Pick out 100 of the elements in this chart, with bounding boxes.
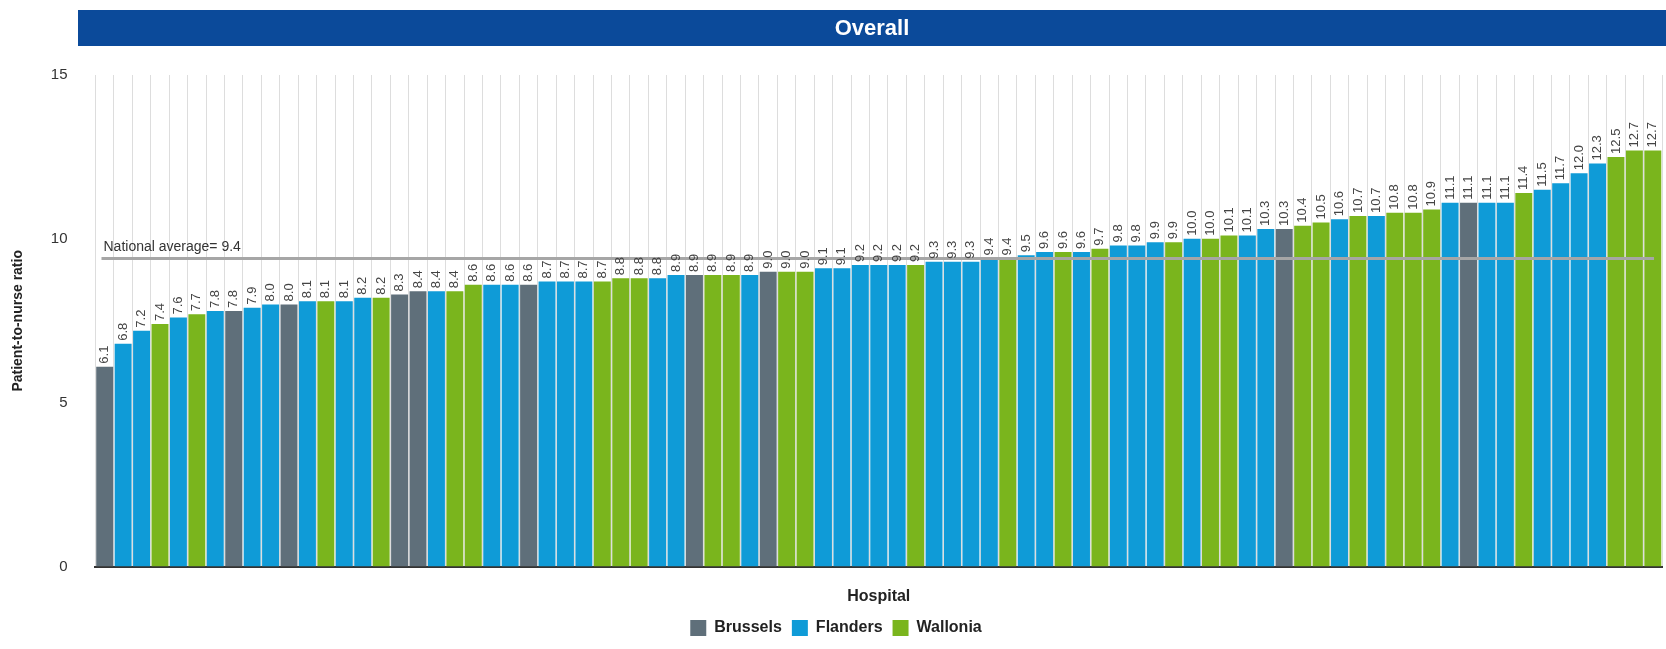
data-label: 8.6: [464, 263, 480, 282]
data-label: 10.8: [1386, 184, 1402, 210]
data-label: 6.1: [96, 345, 112, 364]
bar: [1183, 238, 1201, 567]
bar: [1460, 202, 1477, 567]
data-label: 8.6: [520, 263, 536, 282]
bar: [372, 297, 390, 567]
data-label: 7.8: [206, 289, 222, 308]
bar: [206, 310, 224, 567]
data-label: 8.9: [667, 253, 683, 272]
bar: [1515, 192, 1533, 567]
bar: [907, 265, 925, 567]
bar: [1349, 215, 1367, 567]
data-label: 8.7: [593, 260, 609, 279]
data-label: 9.5: [1017, 234, 1033, 253]
data-label: 8.9: [741, 253, 757, 272]
data-label: 9.1: [815, 247, 831, 266]
bar: [151, 324, 169, 567]
data-label: 8.8: [649, 257, 665, 276]
data-label: 9.2: [888, 244, 904, 263]
bar: [446, 291, 464, 567]
data-label: 10.3: [1275, 200, 1291, 227]
data-label: 12.5: [1607, 128, 1623, 154]
bar: [1165, 242, 1183, 567]
data-label: 7.6: [170, 296, 185, 315]
data-label: 9.6: [1054, 230, 1070, 249]
data-label: 8.3: [391, 273, 407, 292]
data-label: 8.9: [722, 253, 738, 272]
bar: [888, 265, 906, 567]
bar: [391, 294, 409, 567]
data-label: 8.0: [280, 283, 296, 302]
data-label: 11.1: [1496, 175, 1512, 200]
bar: [778, 271, 796, 567]
data-label: 10.0: [1202, 210, 1218, 236]
bar: [1054, 251, 1072, 567]
data-label: 11.1: [1460, 175, 1476, 200]
data-label: 7.4: [151, 303, 167, 322]
data-label: 9.0: [778, 250, 794, 269]
data-label: 9.3: [944, 240, 960, 259]
data-label: 8.1: [317, 280, 333, 299]
data-label: 8.7: [538, 260, 554, 279]
data-label: 8.8: [612, 257, 628, 276]
y-tick-label: 15: [50, 65, 68, 83]
bar: [280, 304, 298, 567]
bar: [1146, 242, 1164, 567]
bar: [1091, 248, 1109, 567]
data-label: 8.4: [428, 270, 444, 289]
bar: [685, 274, 703, 567]
chart-title: Overall: [78, 10, 1666, 46]
data-label: 7.7: [188, 293, 204, 312]
data-label: 7.8: [225, 289, 241, 308]
bar: [520, 284, 538, 567]
data-label: 9.4: [999, 237, 1015, 256]
data-label: 8.7: [557, 260, 573, 279]
bar: [1331, 219, 1348, 567]
bar: [980, 258, 998, 567]
data-label: 8.0: [262, 283, 278, 302]
data-label: 10.9: [1423, 181, 1439, 207]
y-axis-title: Patient-to-nurse ratio: [9, 250, 26, 392]
bar: [759, 271, 777, 567]
data-label: 12.7: [1644, 122, 1660, 148]
bar: [501, 284, 519, 567]
data-label: 11.1: [1478, 175, 1494, 200]
bar: [225, 310, 243, 567]
bar: [1607, 156, 1625, 567]
legend-label: Brussels: [714, 618, 782, 636]
data-label: 9.9: [1146, 221, 1162, 240]
data-label: 10.0: [1183, 210, 1199, 236]
bar: [741, 274, 759, 567]
data-label: 9.3: [925, 240, 941, 259]
bar: [188, 314, 206, 567]
data-label: 9.0: [796, 250, 812, 269]
data-label: 10.1: [1238, 207, 1254, 233]
data-label: 9.0: [759, 250, 775, 269]
data-label: 12.3: [1589, 135, 1605, 161]
bar: [630, 278, 648, 567]
data-label: 8.9: [686, 253, 702, 272]
data-label: 8.2: [354, 276, 370, 295]
data-label: 9.9: [1165, 221, 1181, 240]
legend-label: Wallonia: [916, 618, 982, 636]
bar: [704, 274, 722, 567]
data-label: 11.4: [1515, 165, 1531, 190]
data-label: 8.6: [483, 263, 499, 282]
data-label: 10.8: [1404, 184, 1420, 210]
data-label: 7.2: [133, 309, 149, 328]
data-label: 8.4: [446, 270, 462, 289]
data-label: 10.7: [1349, 187, 1365, 213]
bar: [298, 301, 316, 567]
bar: [1496, 202, 1514, 567]
data-label: 10.6: [1331, 190, 1347, 217]
y-tick-label: 10: [50, 229, 68, 247]
bar: [1441, 202, 1459, 567]
data-label: 8.6: [501, 263, 517, 282]
data-label: 8.4: [409, 270, 425, 289]
bar: [409, 291, 427, 567]
bar: [1478, 202, 1496, 567]
data-label: 9.2: [851, 244, 867, 263]
bar: [667, 274, 685, 567]
bar: [169, 317, 187, 567]
bar: [538, 281, 556, 567]
